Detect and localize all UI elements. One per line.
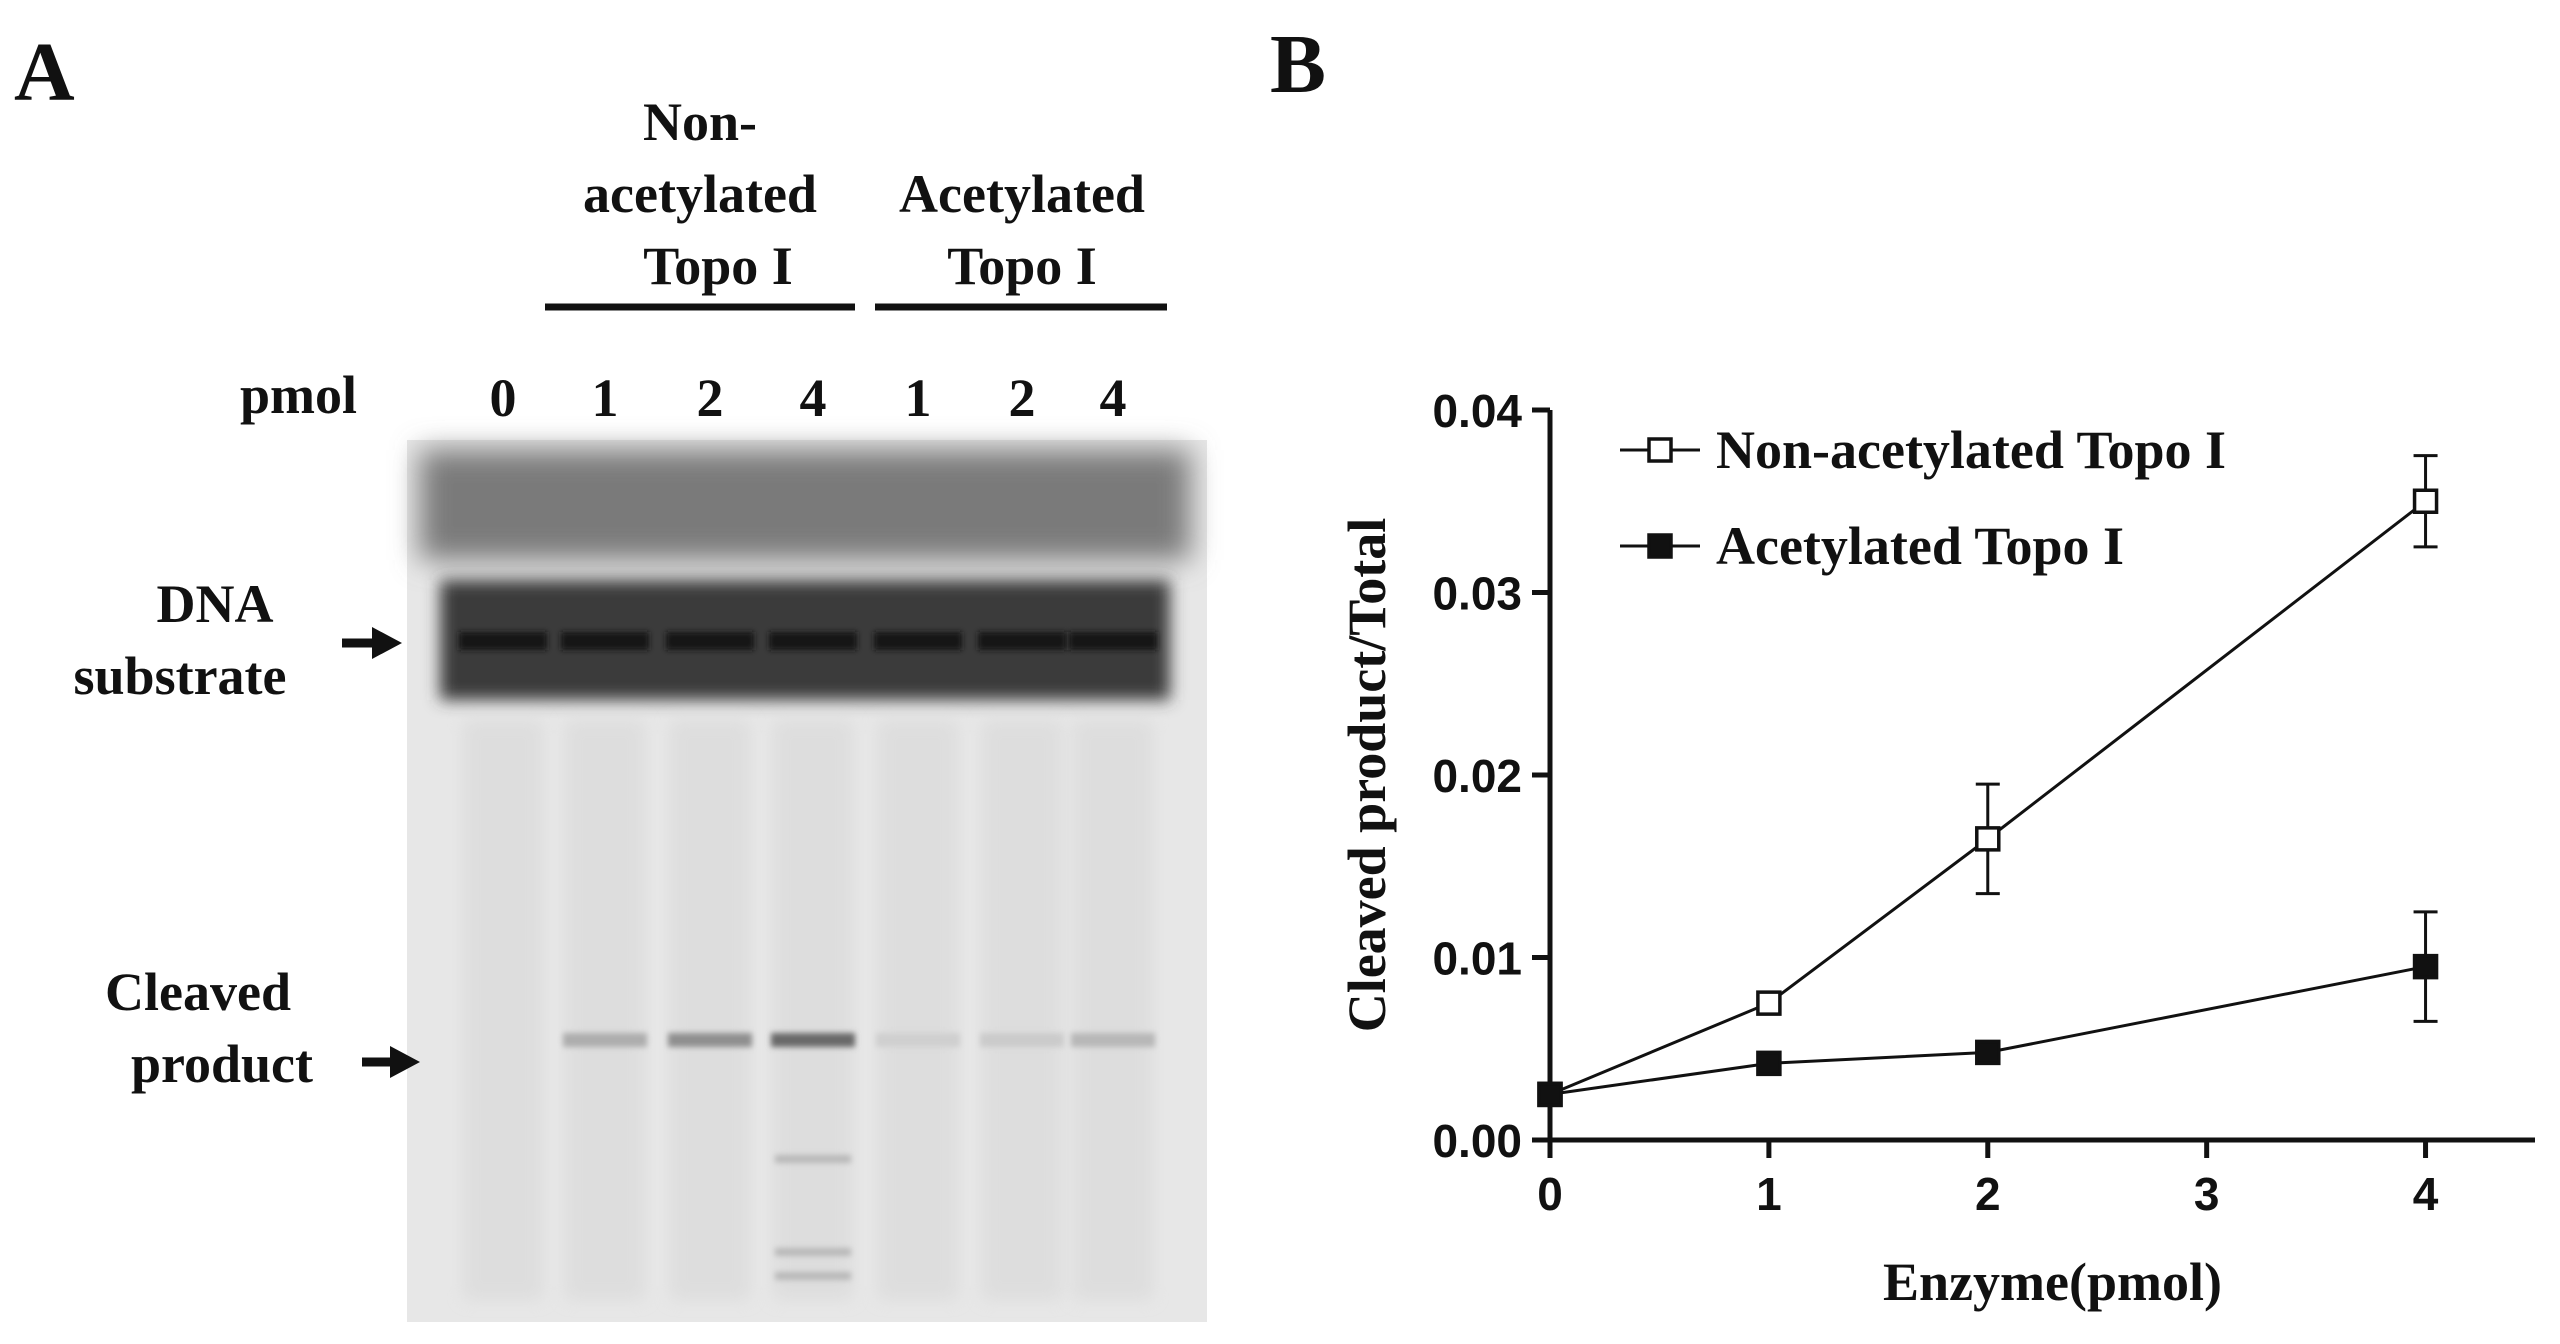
x-tick-label: 2 — [1975, 1168, 2001, 1220]
legend-marker — [1647, 437, 1673, 463]
x-axis-label: Enzyme(pmol) — [1883, 1252, 2222, 1312]
y-axis-label: Cleaved product/Total — [1337, 518, 1397, 1033]
lane-streak — [670, 720, 750, 1300]
y-tick-label: 0.01 — [1432, 933, 1522, 985]
minor-band — [775, 1272, 851, 1280]
header-non-acetylated-line-1: Non- — [643, 92, 757, 152]
y-tick-label: 0.04 — [1432, 385, 1522, 437]
lane-streak — [982, 720, 1062, 1300]
lane-label: 2 — [1009, 368, 1036, 428]
gel-lane — [874, 632, 962, 1300]
chart-legend: Non-acetylated Topo I Acetylated Topo I — [1620, 420, 2226, 576]
minor-band — [775, 1155, 851, 1163]
data-point — [1756, 1050, 1782, 1077]
data-point — [1537, 1081, 1563, 1108]
substrate-band — [1069, 632, 1157, 650]
lane-streak — [773, 720, 853, 1300]
gel-lane — [666, 632, 754, 1300]
lane-labels: 0 1 2 4 1 2 4 — [490, 368, 1127, 428]
header-acetylated-line-2: Topo I — [947, 236, 1097, 296]
data-point — [1756, 990, 1782, 1016]
cleaved-band — [1071, 1033, 1155, 1047]
header-acetylated-line-1: Acetylated — [899, 164, 1145, 224]
data-point — [1975, 826, 2001, 852]
panel-b: B 0.00 0.01 0.02 0.03 0.04 0 1 2 3 4 Non-acetylat… — [1270, 18, 2535, 1312]
gel-image — [407, 440, 1207, 1322]
cleaved-product-label: Cleaved product — [105, 962, 420, 1094]
panel-a-letter: A — [14, 26, 75, 119]
series-line — [1549, 500, 2427, 1096]
data-point — [1975, 1039, 2001, 1066]
gel-lanes — [459, 632, 1157, 1300]
cleaved-product-arrow-icon — [362, 1046, 420, 1078]
gel-lane — [459, 632, 547, 1300]
minor-band — [775, 1248, 851, 1256]
lane-label: 1 — [905, 368, 932, 428]
legend-label: Non-acetylated Topo I — [1716, 420, 2226, 480]
header-non-acetylated: Non- acetylated Topo I — [545, 92, 855, 311]
x-tick-label: 3 — [2194, 1168, 2220, 1220]
substrate-band — [459, 632, 547, 650]
substrate-band — [561, 632, 649, 650]
x-tick-label: 4 — [2413, 1168, 2439, 1220]
lane-streak — [1073, 720, 1153, 1300]
y-tick-label: 0.00 — [1432, 1115, 1522, 1167]
gel-lane — [769, 632, 857, 1300]
lane-label: 2 — [697, 368, 724, 428]
substrate-band — [666, 632, 754, 650]
substrate-band — [978, 632, 1066, 650]
data-point — [2412, 953, 2439, 980]
panel-a: A Non- acetylated Topo I Acetylated Topo… — [14, 26, 1207, 1322]
lane-streak — [565, 720, 645, 1300]
dna-substrate-text-1: DNA — [157, 574, 274, 634]
substrate-band — [769, 632, 857, 650]
lane-label: 4 — [1100, 368, 1127, 428]
chart-axes: 0.00 0.01 0.02 0.03 0.04 0 1 2 3 4 — [1432, 385, 2535, 1220]
lane-label: 0 — [490, 368, 517, 428]
cleaved-band — [771, 1033, 855, 1047]
pmol-label: pmol — [240, 365, 357, 425]
legend-label: Acetylated Topo I — [1716, 516, 2124, 576]
series-line — [1549, 965, 2426, 1096]
lane-streak — [878, 720, 958, 1300]
cleaved-band — [563, 1033, 647, 1047]
x-tick-label: 0 — [1537, 1168, 1563, 1220]
dna-substrate-arrow-icon — [342, 627, 402, 659]
y-tick-label: 0.02 — [1432, 750, 1522, 802]
header-non-acetylated-line-3: Topo I — [643, 236, 793, 296]
cleaved-band — [980, 1033, 1064, 1047]
line-chart: 0.00 0.01 0.02 0.03 0.04 0 1 2 3 4 Non-acetylated… — [1337, 385, 2535, 1312]
cleaved-product-text-1: Cleaved — [105, 962, 291, 1022]
gel-lane — [561, 632, 649, 1300]
cleaved-band — [876, 1033, 960, 1047]
gel-lane — [978, 632, 1066, 1300]
header-non-acetylated-line-2: acetylated — [583, 164, 817, 224]
data-point — [2412, 488, 2439, 514]
lane-label: 1 — [592, 368, 619, 428]
x-tick-label: 1 — [1756, 1168, 1782, 1220]
legend-marker — [1647, 533, 1673, 559]
cleaved-band — [668, 1033, 752, 1047]
y-tick-label: 0.03 — [1432, 568, 1522, 620]
series-1 — [1537, 910, 2439, 1108]
lane-streak — [463, 720, 543, 1300]
cleaved-product-text-2: product — [131, 1034, 313, 1094]
dna-substrate-label: DNA substrate — [74, 574, 402, 706]
chart-series — [1537, 454, 2439, 1108]
gel-lane — [1069, 632, 1157, 1300]
gel-top-smear — [420, 450, 1190, 560]
lane-label: 4 — [800, 368, 827, 428]
panel-b-letter: B — [1270, 18, 1326, 111]
header-acetylated: Acetylated Topo I — [875, 164, 1167, 311]
dna-substrate-text-2: substrate — [74, 646, 287, 706]
substrate-band — [874, 632, 962, 650]
